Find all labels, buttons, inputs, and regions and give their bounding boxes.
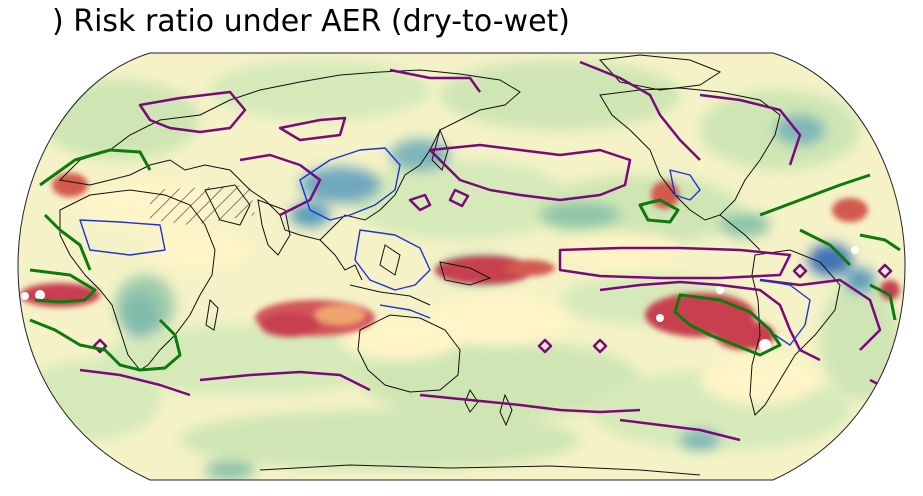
green-contours — [29, 148, 901, 372]
blue-field-patches — [115, 115, 875, 480]
map-field — [18, 53, 905, 480]
hatched-region — [150, 185, 255, 225]
blue-contours — [79, 147, 811, 346]
red-risk-patches — [20, 173, 900, 350]
white-spots — [21, 246, 859, 351]
globe-outline — [17, 52, 906, 481]
figure-title: ) Risk ratio under AER (dry-to-wet) — [52, 4, 571, 39]
